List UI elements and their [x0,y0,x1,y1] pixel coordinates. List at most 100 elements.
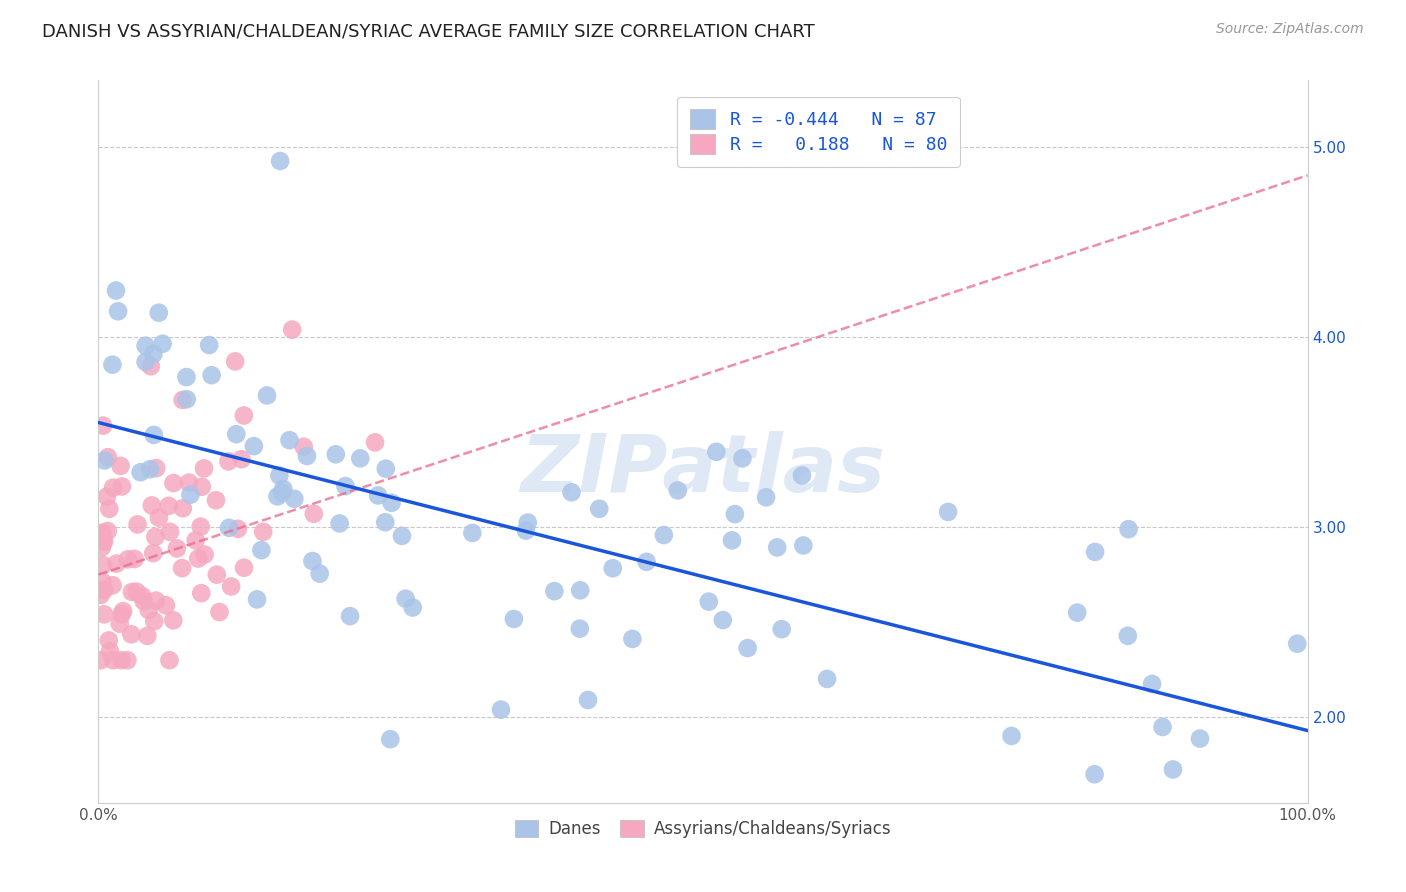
Point [141,499,163,513]
Point [515,524,537,538]
Point [97,524,120,538]
Point [91,558,114,573]
Point [308,566,330,581]
Point [266,489,288,503]
Text: ZIPatlas: ZIPatlas [520,432,886,509]
Point [755,491,778,505]
Point [101,653,124,667]
Point [135,339,157,353]
Point [737,641,759,656]
Point [139,359,162,374]
Point [621,632,644,646]
Point [271,485,294,500]
Point [129,465,152,479]
Point [162,476,184,491]
Point [184,533,207,548]
Point [1000,729,1022,743]
Point [568,622,591,636]
Point [166,541,188,556]
Point [90,541,112,555]
Point [790,468,813,483]
Point [205,493,228,508]
Point [652,528,675,542]
Point [569,583,592,598]
Point [112,604,135,618]
Point [91,533,114,547]
Point [108,616,131,631]
Point [93,534,115,549]
Point [136,629,159,643]
Point [302,507,325,521]
Point [190,586,212,600]
Point [588,501,610,516]
Point [335,479,357,493]
Point [101,481,124,495]
Point [219,579,242,593]
Point [636,555,658,569]
Point [107,304,129,318]
Point [252,524,274,539]
Point [125,584,148,599]
Point [142,546,165,560]
Point [176,392,198,407]
Point [120,627,142,641]
Point [121,585,143,599]
Point [135,355,157,369]
Point [142,428,165,442]
Point [666,483,689,498]
Point [97,450,120,465]
Point [503,612,526,626]
Point [364,435,387,450]
Point [190,519,212,533]
Point [208,605,231,619]
Point [391,529,413,543]
Point [143,614,166,628]
Point [148,306,170,320]
Point [152,336,174,351]
Point [1084,545,1107,559]
Point [394,591,416,606]
Point [233,560,256,574]
Point [90,588,112,602]
Point [131,589,153,603]
Point [145,530,167,544]
Point [139,462,162,476]
Point [770,622,793,636]
Point [93,582,115,597]
Point [91,418,114,433]
Point [1066,606,1088,620]
Point [766,541,789,555]
Point [349,451,371,466]
Point [292,440,315,454]
Point [138,603,160,617]
Point [402,600,425,615]
Point [516,516,538,530]
Point [198,338,221,352]
Point [697,594,720,608]
Text: Source: ZipAtlas.com: Source: ZipAtlas.com [1216,22,1364,37]
Point [176,370,198,384]
Point [815,672,838,686]
Point [792,539,814,553]
Point [201,368,224,383]
Point [731,451,754,466]
Point [142,347,165,361]
Point [90,653,112,667]
Point [1116,629,1139,643]
Point [145,593,167,607]
Point [225,427,247,442]
Point [90,532,112,546]
Point [936,505,959,519]
Point [711,613,734,627]
Point [101,358,124,372]
Point [232,409,254,423]
Point [250,543,273,558]
Point [273,482,295,496]
Point [205,567,228,582]
Point [93,453,115,467]
Point [172,501,194,516]
Point [157,499,180,513]
Point [110,458,132,473]
Point [101,578,124,592]
Point [374,461,396,475]
